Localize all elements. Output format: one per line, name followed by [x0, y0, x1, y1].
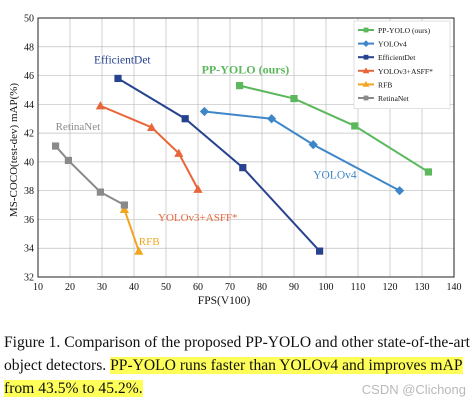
series-layer: [52, 74, 432, 255]
data-point-pp-yolo-ours: [424, 168, 432, 176]
y-axis-label: MS-COCO(test-dev) mAP(%): [8, 83, 20, 217]
legend-marker-pp-yolo-ours: [363, 27, 369, 33]
legend-marker-efficientdet: [363, 54, 369, 60]
series-yolov3-asff: [95, 101, 203, 193]
data-point-efficientdet: [181, 115, 189, 123]
data-point-rfb: [134, 246, 144, 255]
legend-label-yolov4: YOLOv4: [378, 40, 407, 49]
series-rfb: [119, 204, 144, 255]
y-tick-label: 42: [24, 129, 34, 140]
data-point-pp-yolo-ours: [290, 94, 298, 103]
data-point-pp-yolo-ours: [351, 122, 359, 130]
data-point-yolov4: [308, 140, 318, 150]
y-tick-label: 44: [24, 100, 34, 111]
x-tick-label: 100: [319, 282, 334, 293]
data-point-rfb: [119, 204, 129, 213]
series-retinanet: [52, 142, 128, 209]
legend-marker-yolov4: [362, 40, 370, 47]
series-label-rfb: RFB: [139, 236, 160, 248]
y-tick-label: 38: [24, 186, 34, 197]
data-point-yolov4: [395, 186, 405, 196]
legend-label-pp-yolo-ours: PP-YOLO (ours): [378, 26, 431, 35]
x-axis-label: FPS(V100): [198, 295, 251, 307]
watermark: CSDN @Clichong: [359, 382, 468, 397]
legend-marker-yolov3-asff: [362, 67, 370, 74]
data-point-yolov4: [199, 106, 209, 117]
x-tick-label: 120: [383, 282, 398, 293]
series-line-yolov4: [204, 110, 401, 192]
axes: 10 20 30 40 50 60 70 80 90 100 110 120 130 140 32 34 36 3…: [24, 14, 462, 294]
series-line-efficientdet: [117, 77, 321, 252]
data-point-yolov3-asff: [193, 184, 203, 193]
data-point-retinanet: [52, 142, 60, 150]
series-line-yolov3-asff: [100, 104, 199, 190]
x-tick-label: 60: [193, 282, 203, 293]
data-point-retinanet: [96, 188, 104, 196]
x-tick-label: 50: [161, 282, 171, 293]
series-line-rfb: [123, 209, 140, 252]
y-tick-label: 34: [24, 244, 34, 255]
data-point-efficientdet: [114, 74, 122, 83]
series-label-retinanet: RetinaNet: [56, 121, 101, 133]
series-efficientdet: [114, 74, 324, 255]
x-tick-label: 110: [351, 282, 366, 293]
x-tick-label: 140: [447, 282, 462, 293]
data-point-yolov4: [267, 114, 277, 124]
legend: PP-YOLO (ours) YOLOv4 EfficientDet YOLOv3+A…: [353, 20, 451, 109]
data-point-retinanet: [64, 156, 72, 165]
legend-label-efficientdet: EfficientDet: [378, 53, 416, 62]
y-tick-label: 32: [24, 273, 34, 284]
series-line-retinanet: [54, 145, 125, 206]
legend-label-retinanet: RetinaNet: [378, 94, 410, 103]
series-pp-yolo-ours: [236, 82, 432, 176]
x-tick-label: 30: [97, 282, 107, 293]
chart-svg: 10 20 30 40 50 60 70 80 90 100 110 120 130 140 32 34 36 3…: [8, 14, 462, 308]
x-tick-label: 40: [129, 282, 139, 293]
figure-caption: Figure 1. Comparison of the proposed PP-…: [4, 331, 470, 400]
y-tick-label: 46: [24, 71, 34, 82]
data-point-yolov3-asff: [95, 101, 105, 110]
x-tick-label: 130: [415, 282, 430, 293]
data-point-retinanet: [120, 201, 128, 209]
data-point-efficientdet: [316, 247, 324, 255]
series-label-efficientdet: EfficientDet: [94, 54, 151, 66]
legend-marker-rfb: [362, 81, 370, 87]
data-point-pp-yolo-ours: [236, 82, 244, 90]
legend-box: [353, 20, 451, 109]
x-tick-label: 20: [65, 282, 75, 293]
x-tick-label: 10: [33, 282, 43, 293]
series-label-pp-yolo-ours: PP-YOLO (ours): [202, 63, 290, 77]
legend-label-rfb: RFB: [378, 80, 392, 89]
y-tick-label: 40: [24, 157, 34, 168]
y-tick-label: 36: [24, 215, 34, 226]
plot-frame: [37, 17, 455, 278]
series-line-pp-yolo-ours: [239, 84, 429, 173]
series-label-yolov4: YOLOv4: [313, 170, 357, 182]
legend-label-yolov3-asff: YOLOv3+ASFF*: [378, 67, 433, 76]
legend-marker-retinanet: [363, 95, 369, 101]
series-labels: PP-YOLO (ours) YOLOv4 EfficientDet YOLOv3+A…: [56, 54, 357, 248]
data-point-yolov3-asff: [147, 122, 157, 131]
data-point-efficientdet: [239, 164, 247, 172]
x-tick-label: 90: [289, 282, 299, 293]
series-yolov4: [199, 106, 405, 196]
data-point-yolov3-asff: [174, 148, 184, 157]
series-label-yolov3-asff: YOLOv3+ASFF*: [158, 212, 238, 224]
caption-text: Figure 1. Comparison of the proposed PP-…: [4, 334, 470, 374]
y-tick-label: 50: [24, 14, 34, 25]
x-tick-label: 80: [257, 282, 267, 293]
x-tick-label: 70: [225, 282, 235, 293]
y-tick-label: 48: [24, 42, 34, 53]
